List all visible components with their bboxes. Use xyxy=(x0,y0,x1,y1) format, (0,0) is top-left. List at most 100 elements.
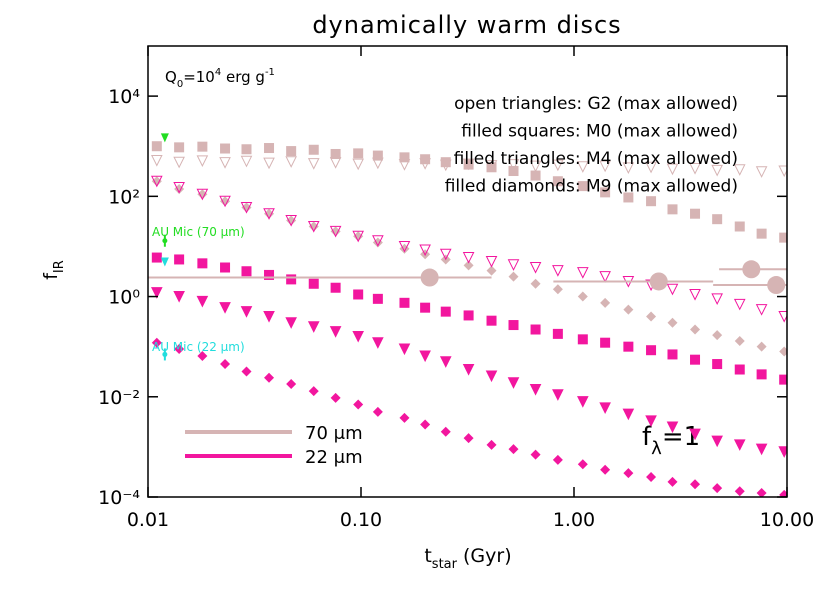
marker-triangle xyxy=(439,356,452,368)
x-label-main: t xyxy=(424,545,431,567)
marker-diamond xyxy=(463,260,474,271)
marker-diamond xyxy=(600,464,611,475)
marker-triangle xyxy=(196,295,209,308)
marker-open-triangle xyxy=(552,265,564,277)
marker-diamond xyxy=(756,488,767,497)
marker-open-triangle xyxy=(666,163,679,176)
marker-square xyxy=(174,254,185,265)
observation-point xyxy=(649,272,668,291)
au-mic-label: AU Mic (70 μm) xyxy=(152,225,245,239)
marker-diamond xyxy=(353,231,364,242)
observation-point xyxy=(742,260,761,279)
marker-open-triangle xyxy=(529,160,542,173)
marker-diamond xyxy=(286,378,297,389)
marker-square xyxy=(486,162,497,173)
au-mic-point xyxy=(162,351,168,357)
marker-open-triangle xyxy=(151,154,163,167)
marker-diamond xyxy=(151,337,162,348)
marker-diamond xyxy=(623,304,634,315)
marker-triangle xyxy=(577,396,589,408)
marker-triangle xyxy=(529,383,542,396)
marker-square xyxy=(220,262,231,273)
marker-square xyxy=(197,258,208,269)
x-label-unit: (Gyr) xyxy=(457,545,512,567)
marker-diamond xyxy=(486,265,497,276)
marker-diamond xyxy=(712,330,723,341)
marker-open-triangle xyxy=(329,225,342,238)
marker-square xyxy=(690,354,701,365)
marker-diamond xyxy=(308,221,319,232)
marker-diamond xyxy=(734,335,745,346)
marker-diamond xyxy=(734,486,745,497)
marker-square xyxy=(712,359,723,370)
marker-triangle xyxy=(507,377,520,389)
marker-diamond xyxy=(690,324,701,335)
marker-square xyxy=(308,278,319,289)
marker-diamond xyxy=(197,189,208,200)
marker-open-triangle xyxy=(219,195,231,208)
marker-square xyxy=(486,315,497,326)
marker-square xyxy=(353,148,364,159)
marker-open-triangle xyxy=(173,182,185,194)
marker-square xyxy=(463,159,474,170)
marker-triangle xyxy=(329,326,342,338)
marker-square xyxy=(530,170,541,181)
marker-square xyxy=(756,228,767,239)
marker-open-triangle xyxy=(645,161,657,174)
marker-open-triangle xyxy=(462,252,475,264)
marker-open-triangle xyxy=(529,262,542,274)
y-tick-label: 10⁰ xyxy=(108,287,140,309)
marker-triangle xyxy=(419,350,431,363)
marker-square xyxy=(197,141,208,152)
marker-open-triangle xyxy=(285,156,297,168)
marker-triangle xyxy=(307,321,320,333)
q-exp: 4 xyxy=(215,67,221,78)
marker-diamond xyxy=(530,278,541,289)
marker-diamond xyxy=(264,372,275,383)
observation-point xyxy=(767,276,786,295)
marker-open-triangle xyxy=(151,175,163,188)
marker-diamond xyxy=(220,196,231,207)
marker-square xyxy=(756,369,767,380)
marker-square xyxy=(600,187,611,198)
marker-triangle xyxy=(689,428,701,441)
marker-square xyxy=(734,221,745,232)
marker-square xyxy=(646,196,657,207)
marker-square xyxy=(734,364,745,375)
marker-square xyxy=(330,148,341,159)
marker-open-triangle xyxy=(711,164,723,177)
plot-frame xyxy=(147,45,788,498)
marker-open-triangle xyxy=(507,159,520,171)
marker-triangle xyxy=(240,306,253,318)
marker-square xyxy=(420,302,431,313)
marker-square xyxy=(399,297,410,308)
x-label-sub: star xyxy=(432,557,458,572)
x-tick-label: 0.10 xyxy=(340,509,382,531)
marker-diamond xyxy=(712,483,723,494)
marker-open-triangle xyxy=(599,160,611,173)
marker-diamond xyxy=(690,479,701,490)
legend-label: 70 μm xyxy=(305,423,363,444)
y-tick-label: 10² xyxy=(108,186,140,208)
marker-diamond xyxy=(779,346,787,357)
marker-diamond xyxy=(463,433,474,444)
y-tick-label: 10⁻² xyxy=(98,387,140,409)
marker-triangle xyxy=(485,370,498,383)
marker-square xyxy=(241,144,252,155)
marker-open-triangle xyxy=(285,214,297,227)
q-unit: erg g xyxy=(221,68,265,86)
marker-triangle xyxy=(599,402,611,415)
marker-diamond xyxy=(667,476,678,487)
marker-triangle xyxy=(173,291,185,303)
marker-diamond xyxy=(330,226,341,237)
marker-square xyxy=(577,334,588,345)
au-mic-label: AU Mic (22 μm) xyxy=(152,340,245,354)
marker-diamond xyxy=(241,202,252,213)
x-tick-label: 1.00 xyxy=(553,509,595,531)
marker-open-triangle xyxy=(307,158,320,170)
f-sub: λ xyxy=(651,438,662,459)
marker-diamond xyxy=(308,386,319,397)
marker-open-triangle xyxy=(196,155,209,167)
marker-square xyxy=(667,349,678,360)
